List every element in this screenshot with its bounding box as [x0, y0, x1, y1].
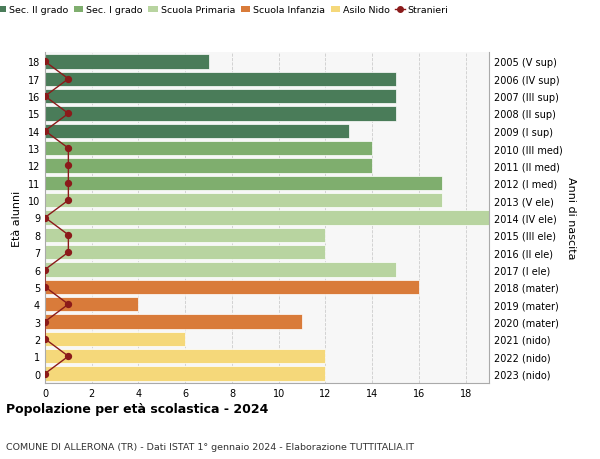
Point	[64, 249, 73, 256]
Bar	[45, 90, 395, 104]
Point	[40, 59, 50, 66]
Bar	[45, 263, 395, 277]
Bar	[45, 315, 302, 329]
Point	[64, 353, 73, 360]
Bar	[45, 228, 325, 242]
Point	[40, 266, 50, 274]
Y-axis label: Età alunni: Età alunni	[12, 190, 22, 246]
Point	[64, 301, 73, 308]
Point	[64, 180, 73, 187]
Y-axis label: Anni di nascita: Anni di nascita	[566, 177, 577, 259]
Bar	[45, 349, 325, 364]
Point	[40, 93, 50, 101]
Bar	[45, 246, 325, 260]
Bar	[45, 280, 419, 294]
Bar	[45, 176, 442, 190]
Bar	[45, 297, 139, 312]
Point	[40, 318, 50, 325]
Bar	[45, 211, 489, 225]
Bar	[45, 194, 442, 208]
Point	[64, 232, 73, 239]
Bar	[45, 367, 325, 381]
Text: Popolazione per età scolastica - 2024: Popolazione per età scolastica - 2024	[6, 403, 268, 415]
Point	[64, 197, 73, 204]
Point	[40, 284, 50, 291]
Point	[64, 162, 73, 170]
Bar	[45, 142, 372, 156]
Point	[40, 214, 50, 222]
Point	[40, 128, 50, 135]
Point	[40, 336, 50, 343]
Bar	[45, 107, 395, 121]
Legend: Sec. II grado, Sec. I grado, Scuola Primaria, Scuola Infanzia, Asilo Nido, Stran: Sec. II grado, Sec. I grado, Scuola Prim…	[0, 6, 448, 15]
Bar	[45, 159, 372, 173]
Point	[64, 76, 73, 83]
Point	[40, 370, 50, 377]
Bar	[45, 55, 209, 69]
Point	[64, 111, 73, 118]
Bar	[45, 332, 185, 346]
Point	[64, 145, 73, 152]
Text: COMUNE DI ALLERONA (TR) - Dati ISTAT 1° gennaio 2024 - Elaborazione TUTTITALIA.I: COMUNE DI ALLERONA (TR) - Dati ISTAT 1° …	[6, 442, 414, 451]
Bar	[45, 73, 395, 87]
Bar	[45, 124, 349, 139]
